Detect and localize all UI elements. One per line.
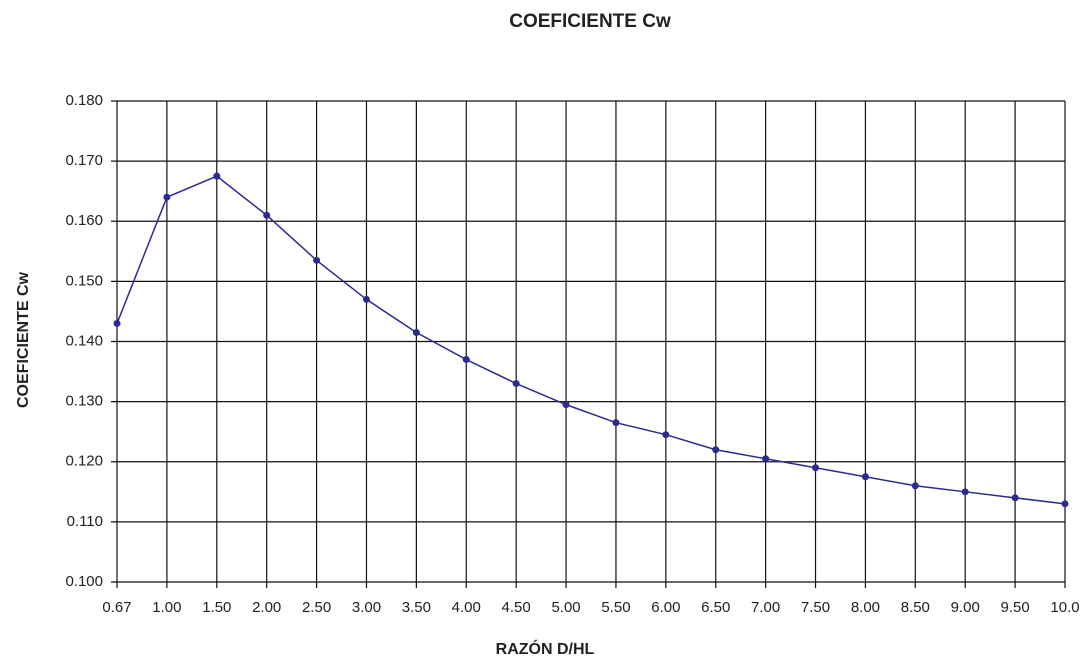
marker [313, 256, 321, 264]
x-tick-label: 2.00 [252, 599, 281, 616]
x-tick-label: 9.00 [951, 599, 980, 616]
x-tick-label: 2.50 [302, 599, 331, 616]
x-tick-label: 10.0 [1050, 599, 1079, 616]
y-tick-label: 0.130 [65, 393, 103, 410]
marker [163, 193, 171, 201]
x-tick-label: 9.50 [1001, 599, 1030, 616]
x-tick-label: 0.67 [102, 599, 131, 616]
x-tick-label: 7.00 [751, 599, 780, 616]
y-axis-label: COEFICIENTE Cw [15, 271, 32, 408]
marker [812, 464, 820, 472]
marker [712, 446, 720, 454]
marker [263, 211, 271, 219]
y-tick-label: 0.180 [65, 92, 103, 109]
marker [1061, 500, 1069, 508]
y-tick-label: 0.160 [65, 212, 103, 229]
x-tick-label: 3.50 [402, 599, 431, 616]
x-tick-label: 7.50 [801, 599, 830, 616]
y-tick-label: 0.110 [67, 513, 103, 530]
marker [911, 482, 919, 490]
marker [512, 380, 520, 388]
x-tick-label: 1.50 [202, 599, 231, 616]
marker [961, 488, 969, 496]
marker [412, 328, 420, 336]
x-tick-label: 1.00 [152, 599, 181, 616]
marker [213, 172, 221, 180]
line [116, 175, 1066, 505]
y-tick-label: 0.100 [65, 573, 103, 590]
marker [1011, 494, 1019, 502]
x-tick-label: 4.50 [502, 599, 531, 616]
y-tick-label: 0.170 [65, 152, 103, 169]
x-tick-label: 8.00 [851, 599, 880, 616]
chart-title: COEFICIENTE Cw [509, 11, 671, 32]
x-tick-label: 6.50 [701, 599, 730, 616]
y-tick-label: 0.140 [65, 332, 103, 349]
x-tick-label: 5.50 [601, 599, 630, 616]
x-tick-label: 3.00 [352, 599, 381, 616]
x-tick-label: 4.00 [452, 599, 481, 616]
x-tick-label: 5.00 [551, 599, 580, 616]
marker [362, 295, 370, 303]
marker [662, 431, 670, 439]
x-tick-label: 8.50 [901, 599, 930, 616]
x-axis-label: RAZÓN D/HL [496, 639, 595, 658]
marker [562, 401, 570, 409]
x-tick-label: 6.00 [651, 599, 680, 616]
y-tick-label: 0.120 [65, 453, 103, 470]
marker [113, 319, 121, 327]
y-tick-label: 0.150 [65, 272, 103, 289]
marker [861, 473, 869, 481]
marker [462, 356, 470, 364]
marker [612, 419, 620, 427]
marker [762, 455, 770, 463]
